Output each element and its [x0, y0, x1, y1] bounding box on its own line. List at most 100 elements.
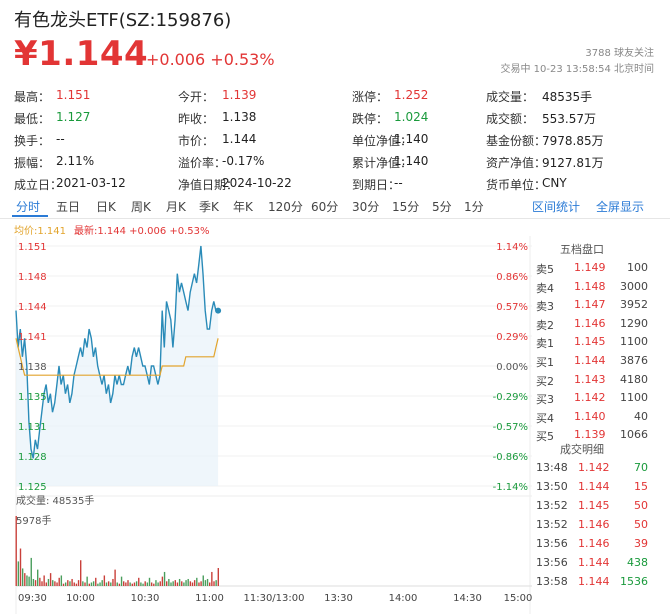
volume-bar	[64, 582, 67, 586]
percent-axis-label: 0.00%	[496, 362, 528, 373]
tab-10[interactable]: 15分	[392, 200, 420, 214]
volume-bar	[84, 582, 86, 586]
tab-4[interactable]: 月K	[166, 200, 186, 214]
time-axis-label: 09:30	[18, 593, 47, 604]
volume-bar	[131, 583, 133, 586]
volume-bar	[118, 583, 121, 586]
limit-down-value: 1.024	[394, 110, 429, 124]
last-price-marker	[215, 307, 222, 314]
tab-8[interactable]: 60分	[311, 200, 339, 214]
volume-bar	[181, 581, 183, 586]
ask-level-price: 1.145	[574, 335, 606, 349]
price-axis-label: 1.138	[18, 362, 47, 373]
open-label: 今开：	[178, 90, 215, 104]
volume-label: 成交量：	[486, 90, 535, 104]
volume-bar	[198, 582, 200, 586]
volume-bar	[142, 583, 144, 586]
net-assets-label: 资产净值：	[486, 156, 547, 170]
volume-bar	[176, 582, 179, 586]
tab-3[interactable]: 周K	[131, 200, 151, 214]
fund-title: 有色龙头ETF(SZ:159876)	[14, 10, 232, 31]
volume-bar	[37, 569, 39, 586]
volume-bar	[39, 577, 41, 586]
volume-bar	[105, 582, 108, 586]
quote-grid: 最高： 1.151 今开： 1.139 涨停： 1.252 成交量： 48535手 最低： 1.1…	[14, 84, 664, 194]
intraday-chart[interactable]: 1.151 1.148 1.144 1.141 1.138 1.135 1.131 1.128…	[0, 236, 532, 614]
volume-bar	[196, 577, 198, 586]
acc-nav-value: 1.140	[394, 154, 429, 168]
bid-level-price: 1.144	[574, 354, 606, 367]
percent-axis-label: 1.14%	[496, 242, 528, 253]
trade-volume: 50	[634, 499, 648, 512]
volume-bar	[30, 557, 32, 586]
tab-11[interactable]: 5分	[432, 200, 452, 214]
tab-9[interactable]: 30分	[352, 200, 380, 214]
volume-bar	[54, 581, 56, 586]
tab-2[interactable]: 日K	[96, 200, 116, 214]
fullscreen-button[interactable]: 全屏显示	[596, 200, 645, 214]
trade-time: 13:58	[536, 575, 568, 588]
volume-legend: 成交量: 48535手	[16, 496, 95, 507]
order-book-title: 五档盘口	[560, 243, 604, 256]
bid-level-label: 买2	[536, 374, 554, 388]
current-price: ¥1.144	[14, 34, 149, 74]
volume-bar	[86, 576, 88, 586]
volume-bar	[73, 582, 75, 586]
trade-price: 1.146	[578, 537, 610, 550]
tab-1[interactable]: 五日	[56, 200, 81, 214]
price-axis-label: 1.128	[18, 452, 47, 463]
trade-volume: 39	[634, 537, 648, 550]
bid-level-volume: 40	[634, 409, 648, 423]
volume-bar	[107, 581, 110, 586]
volume-bar	[217, 568, 219, 586]
volume-bar	[135, 581, 138, 586]
tab-7[interactable]: 120分	[268, 200, 303, 214]
volume-bar	[88, 583, 90, 586]
bid-level-price: 1.139	[574, 428, 606, 442]
volume-bar	[17, 561, 20, 586]
bid-level-row: 买4 1.140 40	[534, 408, 652, 426]
prev-close-value: 1.138	[222, 110, 257, 124]
chart-tabs: 区间统计 全屏显示 分时 五日 日K 周K 月K 季K 年K 120分 60分 30分 15分 5分 1…	[0, 194, 670, 219]
volume-bar	[209, 582, 211, 586]
range-stats-button[interactable]: 区间统计	[532, 200, 581, 214]
maturity-value: --	[394, 176, 403, 190]
percent-axis-label: 0.29%	[496, 332, 528, 343]
time-axis-label: 10:30	[131, 593, 160, 604]
volume-bar	[49, 573, 52, 586]
tab-6[interactable]: 年K	[233, 200, 253, 214]
trade-row: 13:58 1.144 1536	[534, 573, 652, 591]
volume-bar	[77, 580, 80, 586]
volume-bar	[129, 582, 131, 586]
high-value: 1.151	[56, 88, 91, 102]
ask-level-volume: 3000	[620, 279, 648, 293]
trade-time: 13:56	[536, 556, 568, 569]
inception-value: 2021-03-12	[56, 176, 126, 190]
volume-value: 48535手	[542, 90, 593, 104]
volume-bar	[69, 581, 71, 586]
volume-bar	[114, 569, 116, 586]
price-axis-label: 1.144	[18, 302, 47, 313]
bid-level-price: 1.142	[574, 391, 606, 405]
ask-level-volume: 100	[627, 261, 648, 274]
tab-12[interactable]: 1分	[464, 200, 484, 214]
tab-5[interactable]: 季K	[199, 200, 219, 214]
trade-time: 13:50	[536, 480, 568, 493]
time-axis-label: 14:00	[389, 593, 418, 604]
latest-price-legend: 最新:1.144 +0.006 +0.53%	[74, 226, 210, 237]
volume-bar	[92, 581, 95, 586]
price-axis-label: 1.135	[18, 392, 47, 403]
time-axis-label: 11:00	[195, 593, 224, 604]
time-axis-label: 10:00	[66, 593, 95, 604]
tab-0[interactable]: 分时	[16, 200, 41, 214]
volume-bar	[168, 578, 170, 586]
volume-bar	[26, 575, 28, 586]
bid-level-row: 买2 1.143 4180	[534, 371, 652, 389]
price-axis-label: 1.141	[18, 332, 47, 343]
unit-nav-value: 1.140	[394, 132, 429, 146]
follower-count[interactable]: 3788 球友关注	[585, 48, 654, 59]
volume-bar	[43, 575, 45, 586]
volume-bar	[80, 560, 82, 586]
amplitude-label: 振幅：	[14, 156, 51, 170]
volume-bar	[103, 575, 106, 586]
